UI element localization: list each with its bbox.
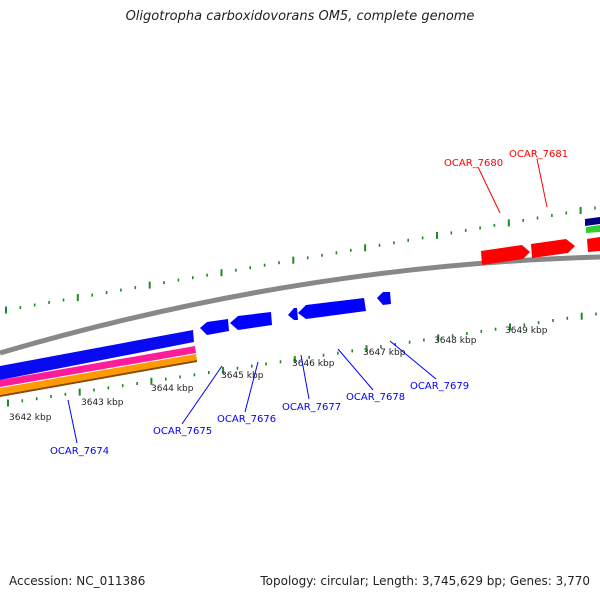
feature-band-pink [0,346,196,387]
map-title: Oligotropha carboxidovorans OM5, complet… [125,9,475,24]
forward-gene-track [481,217,600,265]
scale-label: 3643 kbp [81,398,124,408]
feature-block-green[interactable] [586,225,600,233]
forward-gene-arrow[interactable] [531,239,575,258]
label-leader-line [337,348,374,391]
scale-label: 3646 kbp [292,359,335,369]
label-leader-line [244,361,259,413]
scale-labels: 3642 kbp 3643 kbp 3644 kbp 3645 kbp 3646… [9,326,548,423]
scale-label: 3642 kbp [9,413,52,423]
reverse-gene-labels: OCAR_7674 OCAR_7675 OCAR_7676 OCAR_7677 … [50,340,469,457]
label-leader-line [181,365,223,425]
gene-label[interactable]: OCAR_7675 [153,426,212,437]
accession-text: Accession: NC_011386 [9,574,146,588]
reverse-gene-arrow[interactable] [377,292,391,305]
feature-block-navy[interactable] [585,217,600,226]
gene-label[interactable]: OCAR_7680 [444,158,503,169]
gene-label[interactable]: OCAR_7674 [50,446,109,457]
forward-gene-arrow[interactable] [587,237,600,252]
reverse-gene-arrow[interactable] [288,308,298,320]
forward-gene-arrow[interactable] [481,245,530,265]
scale-label: 3647 kbp [363,348,406,358]
feature-band-blue [0,330,194,380]
feature-band-orange-edge [0,360,197,397]
reverse-gene-arrow[interactable] [230,312,272,330]
reverse-gene-arrow[interactable] [200,319,229,335]
scale-label: 3644 kbp [151,384,194,394]
feature-band-orange [0,354,197,395]
gene-label[interactable]: OCAR_7681 [509,149,568,160]
scale-label: 3649 kbp [505,326,548,336]
reverse-gene-arrow[interactable] [298,298,366,319]
label-leader-line [300,354,310,400]
reverse-gene-track [200,292,391,335]
scale-label: 3645 kbp [221,371,264,381]
outer-tick-ring [5,206,596,314]
label-leader-line [67,399,78,444]
label-leader-line [389,340,437,380]
gene-label[interactable]: OCAR_7676 [217,414,276,425]
topology-text: Topology: circular; Length: 3,745,629 bp… [260,574,590,588]
gene-label[interactable]: OCAR_7677 [282,402,341,413]
gene-label[interactable]: OCAR_7679 [410,381,469,392]
label-leader-line [477,166,501,214]
inner-tick-ring [7,312,597,407]
scale-label: 3648 kbp [434,336,477,346]
forward-gene-labels: OCAR_7680 OCAR_7681 [444,149,568,214]
label-leader-line [536,158,548,208]
genome-backbone [0,254,600,356]
gene-label[interactable]: OCAR_7678 [346,392,405,403]
